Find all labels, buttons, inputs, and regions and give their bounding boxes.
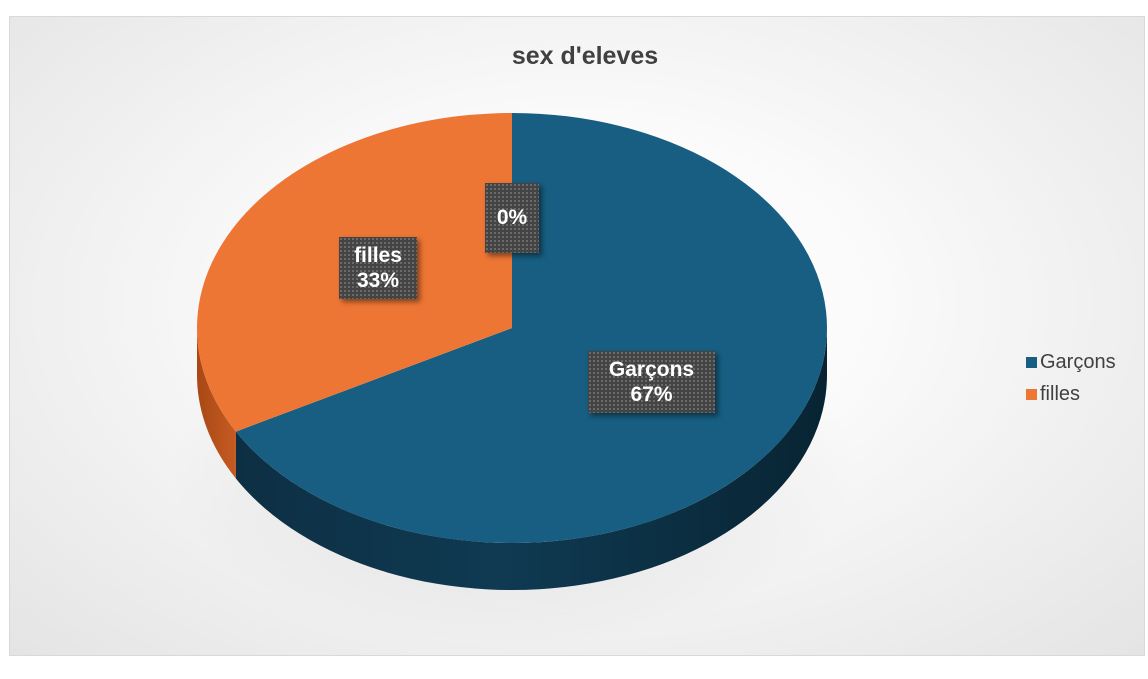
legend-item-filles[interactable]: filles — [1026, 378, 1116, 410]
legend-item-garcons[interactable]: Garçons — [1026, 346, 1116, 378]
legend: Garçons filles — [1026, 346, 1116, 410]
data-label-filles: filles 33% — [339, 237, 417, 299]
pie-side-filles — [197, 328, 236, 479]
legend-swatch-garcons — [1026, 356, 1037, 368]
chart-title: sex d'eleves — [511, 42, 659, 70]
legend-swatch-filles — [1026, 388, 1037, 400]
data-label-filles-name: filles — [354, 244, 402, 267]
pie-slice-garcons[interactable] — [235, 113, 828, 543]
legend-label-filles: filles — [1040, 382, 1081, 405]
legend-label-garcons: Garçons — [1040, 350, 1116, 373]
data-label-zero: 0% — [485, 183, 539, 253]
data-label-zero-percent: 0% — [496, 206, 528, 229]
data-label-garcons-name: Garçons — [608, 358, 695, 381]
data-label-filles-percent: 33% — [356, 269, 400, 292]
data-label-garcons: Garçons 67% — [588, 351, 715, 413]
pie-side-garcons — [235, 328, 828, 591]
data-label-garcons-percent: 67% — [630, 383, 673, 406]
